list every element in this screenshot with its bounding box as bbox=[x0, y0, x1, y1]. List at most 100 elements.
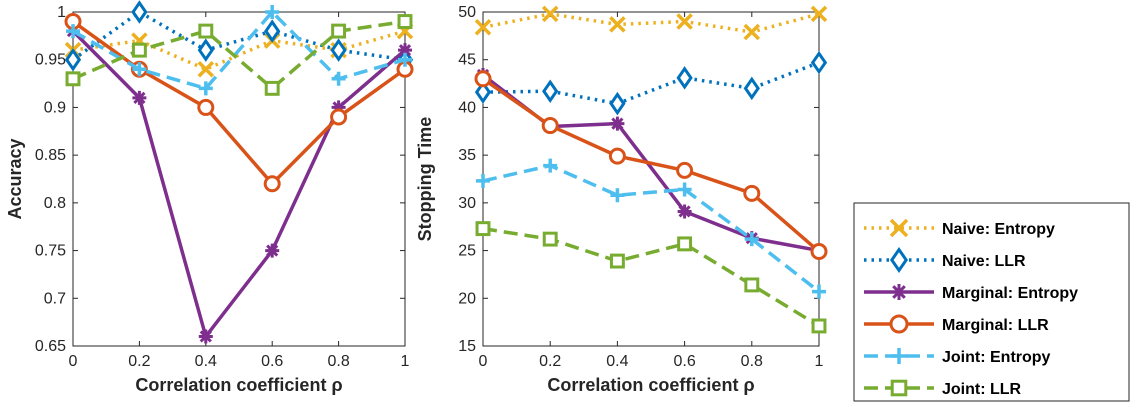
data-point bbox=[264, 80, 280, 96]
data-point bbox=[331, 23, 347, 39]
y-tick-label: 45 bbox=[458, 52, 476, 69]
legend: Naive: Entropy Naive: LLR Marginal: Entrop… bbox=[853, 202, 1130, 402]
data-point bbox=[331, 71, 346, 86]
series-joint-entropy bbox=[66, 5, 412, 96]
data-point bbox=[810, 5, 828, 23]
data-point bbox=[812, 284, 826, 299]
series-naive-llr bbox=[474, 50, 828, 116]
series-joint-entropy bbox=[476, 158, 826, 299]
data-point bbox=[198, 81, 213, 96]
data-point bbox=[810, 50, 828, 75]
legend-marker bbox=[889, 314, 909, 334]
data-point bbox=[474, 80, 492, 104]
data-point bbox=[264, 19, 281, 43]
legend-marker bbox=[891, 284, 907, 300]
data-point bbox=[265, 5, 280, 19]
y-tick-label: 40 bbox=[458, 99, 476, 116]
series-marginal-entropy bbox=[66, 24, 412, 344]
data-point bbox=[743, 76, 760, 101]
x-tick-label: 0.6 bbox=[261, 353, 283, 370]
data-point bbox=[198, 23, 214, 39]
legend-label: Marginal: LLR bbox=[942, 317, 1049, 334]
x-tick-label: 0.4 bbox=[606, 353, 628, 370]
series-line bbox=[72, 10, 406, 91]
legend-label: Naive: Entropy bbox=[942, 221, 1055, 238]
y-tick-label: 0.7 bbox=[44, 290, 66, 307]
data-point bbox=[608, 147, 626, 165]
data-point bbox=[66, 24, 80, 39]
x-tick-label: 0 bbox=[479, 353, 488, 370]
data-point bbox=[330, 108, 348, 126]
y-tick-label: 15 bbox=[458, 338, 476, 355]
data-point bbox=[743, 184, 761, 202]
series-marginal-llr bbox=[474, 70, 828, 261]
data-point bbox=[263, 175, 281, 193]
data-point bbox=[609, 253, 625, 269]
data-point bbox=[677, 236, 693, 252]
x-tick-label: 0 bbox=[69, 353, 78, 370]
legend-entry: Naive: LLR bbox=[864, 246, 1026, 274]
stopping-time-chart: 0 0.2 0.4 0.6 0.8 1 15 20 25 30 35 40 45 50 Correlatio… bbox=[415, 4, 828, 395]
data-point bbox=[543, 158, 558, 173]
data-point bbox=[744, 232, 759, 247]
x-tick-label: 0.2 bbox=[128, 353, 150, 370]
y-tick-label: 0.75 bbox=[35, 243, 66, 260]
data-point bbox=[398, 43, 412, 58]
data-point bbox=[677, 204, 692, 219]
x-tick-label: 0.8 bbox=[327, 353, 349, 370]
data-point bbox=[542, 231, 558, 247]
data-point bbox=[609, 91, 626, 116]
legend-marker bbox=[889, 218, 909, 238]
data-point bbox=[64, 47, 82, 72]
legend-entry: Joint: Entropy bbox=[864, 348, 1051, 366]
data-point bbox=[331, 100, 346, 115]
data-point bbox=[541, 117, 559, 135]
y-tick-label: 50 bbox=[458, 4, 476, 21]
legend-label: Marginal: Entropy bbox=[942, 285, 1078, 302]
legend-box bbox=[853, 202, 1130, 402]
data-point bbox=[676, 66, 693, 90]
y-tick-label: 35 bbox=[458, 147, 476, 164]
data-point bbox=[610, 188, 625, 203]
legend-entry: Joint: LLR bbox=[864, 379, 1022, 398]
x-tick-label: 1 bbox=[815, 353, 824, 370]
series-line bbox=[482, 77, 821, 253]
y-tick-label: 0.95 bbox=[35, 52, 66, 69]
x-tick-label: 0.2 bbox=[539, 353, 561, 370]
y-axis-label: Stopping Time bbox=[415, 117, 435, 242]
y-tick-label: 0.85 bbox=[35, 147, 66, 164]
y-tick-label: 1 bbox=[57, 4, 66, 21]
series-line bbox=[71, 29, 407, 339]
data-point bbox=[197, 38, 214, 62]
data-point bbox=[476, 173, 490, 188]
legend-marker bbox=[891, 348, 907, 364]
data-point bbox=[397, 14, 413, 29]
series-line bbox=[72, 19, 406, 91]
data-point bbox=[743, 23, 761, 41]
series-line bbox=[482, 226, 820, 328]
legend-marker bbox=[890, 379, 908, 397]
series-joint-llr bbox=[65, 14, 413, 96]
plot-area bbox=[72, 11, 406, 347]
data-point bbox=[609, 16, 626, 33]
x-tick-label: 0.8 bbox=[741, 353, 763, 370]
data-point bbox=[676, 161, 694, 179]
legend-label: Naive: LLR bbox=[942, 253, 1026, 270]
data-point bbox=[65, 71, 81, 87]
series-line bbox=[482, 163, 821, 293]
legend-entry: Marginal: Entropy bbox=[864, 284, 1078, 302]
data-point bbox=[676, 13, 693, 30]
x-axis-label: Correlation coefficient ρ bbox=[547, 375, 754, 395]
data-point bbox=[265, 243, 280, 258]
y-tick-label: 30 bbox=[458, 195, 476, 212]
y-tick-label: 20 bbox=[458, 290, 476, 307]
y-tick-label: 0.8 bbox=[44, 195, 66, 212]
data-point bbox=[811, 318, 827, 334]
data-point bbox=[197, 61, 215, 78]
legend-label: Joint: Entropy bbox=[942, 349, 1051, 366]
x-tick-label: 0.6 bbox=[673, 353, 695, 370]
data-point bbox=[744, 277, 760, 293]
data-point bbox=[474, 19, 492, 36]
data-point bbox=[330, 38, 347, 62]
